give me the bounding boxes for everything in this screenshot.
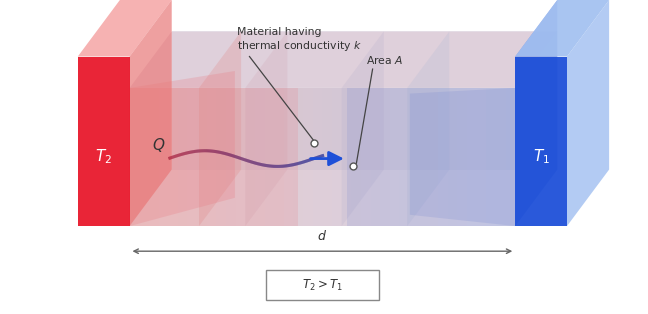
Polygon shape [199, 31, 241, 226]
Polygon shape [130, 0, 172, 226]
Polygon shape [255, 88, 264, 226]
Polygon shape [159, 88, 168, 226]
Polygon shape [407, 31, 449, 226]
Polygon shape [78, 57, 130, 226]
Polygon shape [245, 31, 287, 226]
Polygon shape [197, 88, 207, 226]
Polygon shape [245, 88, 255, 226]
Text: $T_1$: $T_1$ [533, 148, 550, 166]
Polygon shape [130, 88, 298, 226]
Polygon shape [351, 88, 361, 226]
Polygon shape [399, 88, 409, 226]
Polygon shape [347, 88, 515, 226]
Polygon shape [409, 88, 419, 226]
Polygon shape [361, 88, 371, 226]
Polygon shape [274, 88, 284, 226]
Polygon shape [294, 88, 303, 226]
Polygon shape [313, 88, 322, 226]
Polygon shape [505, 88, 515, 226]
Polygon shape [390, 88, 399, 226]
Text: $T_2 > T_1$: $T_2 > T_1$ [302, 277, 343, 293]
Polygon shape [130, 88, 139, 226]
Polygon shape [178, 88, 187, 226]
Polygon shape [515, 0, 557, 226]
Polygon shape [172, 31, 557, 170]
Text: $T_2$: $T_2$ [95, 148, 112, 166]
Polygon shape [78, 0, 172, 57]
Polygon shape [448, 88, 457, 226]
Text: $d$: $d$ [318, 229, 327, 243]
Text: Material having
thermal conductivity $k$: Material having thermal conductivity $k$ [237, 27, 362, 53]
Polygon shape [438, 88, 448, 226]
Polygon shape [380, 88, 390, 226]
Polygon shape [207, 88, 216, 226]
Polygon shape [216, 88, 226, 226]
Polygon shape [284, 88, 294, 226]
FancyBboxPatch shape [266, 270, 379, 300]
Polygon shape [467, 88, 477, 226]
Polygon shape [139, 88, 149, 226]
Polygon shape [130, 71, 235, 226]
Polygon shape [410, 88, 515, 226]
Polygon shape [515, 31, 557, 226]
Text: Area $A$: Area $A$ [366, 54, 404, 66]
Polygon shape [567, 0, 609, 226]
Polygon shape [486, 88, 496, 226]
Text: $Q$: $Q$ [152, 136, 166, 154]
Polygon shape [341, 31, 384, 226]
Polygon shape [303, 88, 313, 226]
Polygon shape [236, 88, 245, 226]
Polygon shape [428, 88, 438, 226]
Polygon shape [226, 88, 236, 226]
Polygon shape [496, 88, 505, 226]
Polygon shape [264, 88, 274, 226]
Polygon shape [168, 88, 178, 226]
Polygon shape [419, 88, 428, 226]
Polygon shape [457, 88, 467, 226]
Polygon shape [341, 88, 351, 226]
Polygon shape [477, 88, 486, 226]
Polygon shape [332, 88, 341, 226]
Polygon shape [322, 88, 332, 226]
Polygon shape [187, 88, 197, 226]
Polygon shape [130, 31, 557, 88]
Polygon shape [515, 0, 609, 57]
Polygon shape [149, 88, 159, 226]
Polygon shape [371, 88, 380, 226]
Polygon shape [515, 57, 567, 226]
